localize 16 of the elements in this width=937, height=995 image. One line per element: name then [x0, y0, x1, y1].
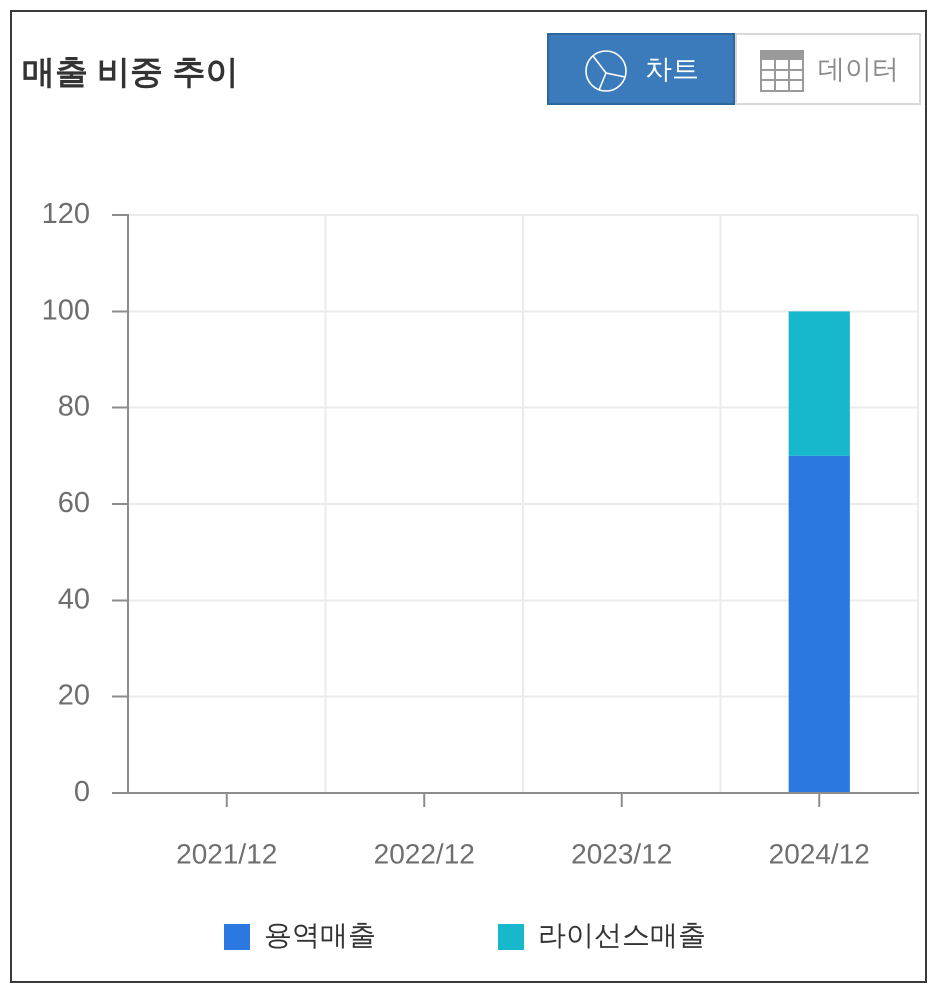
y-tick-label: 120 [42, 198, 90, 230]
y-tick-label: 100 [42, 294, 90, 326]
y-tick-label: 0 [74, 776, 90, 808]
y-tick-label: 40 [58, 583, 90, 616]
x-tick-label: 2024/12 [768, 838, 870, 870]
chart-view-button: 차트 [547, 33, 735, 105]
x-tick-label: 2021/12 [176, 838, 278, 870]
legend-label: 라이선스매출 [538, 920, 706, 951]
table-view-button: 데이터 [735, 33, 921, 105]
legend-label: 용역매출 [264, 920, 376, 951]
x-tick-label: 2022/12 [374, 838, 475, 870]
y-tick-label: 80 [58, 390, 90, 423]
x-tick-label: 2023/12 [571, 838, 672, 870]
chart-title: 매출 비중 추이 [22, 52, 238, 92]
y-tick-label: 20 [58, 680, 90, 712]
y-tick-label: 60 [58, 487, 90, 519]
